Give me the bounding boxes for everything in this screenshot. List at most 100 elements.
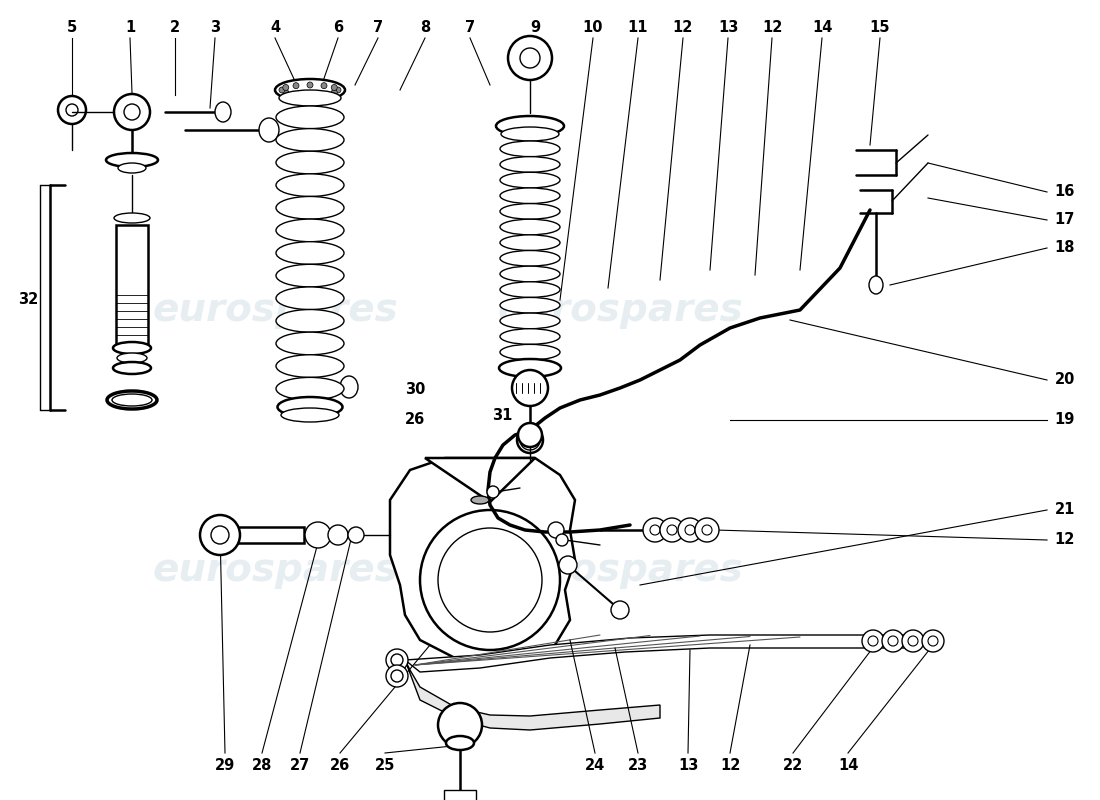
Circle shape [331,90,338,95]
Circle shape [902,630,924,652]
Text: 26: 26 [330,758,350,773]
Text: 8: 8 [420,21,430,35]
Text: 22: 22 [783,758,803,773]
Ellipse shape [305,522,331,548]
Circle shape [420,510,560,650]
Circle shape [660,518,684,542]
Circle shape [908,636,918,646]
Ellipse shape [500,219,560,235]
Ellipse shape [276,332,344,354]
Ellipse shape [500,282,560,298]
Circle shape [487,486,499,498]
Text: 9: 9 [530,21,540,35]
Text: 1: 1 [125,21,135,35]
Bar [444,790,476,800]
Ellipse shape [276,354,344,378]
Circle shape [283,85,289,90]
Ellipse shape [500,266,560,282]
Circle shape [888,636,898,646]
Text: 24: 24 [585,758,605,773]
Circle shape [685,525,695,535]
Text: 19: 19 [1055,413,1075,427]
Circle shape [321,91,327,98]
Polygon shape [405,660,660,730]
Circle shape [307,82,314,88]
Ellipse shape [499,359,561,377]
Circle shape [321,82,327,89]
Bar [232,527,304,543]
Ellipse shape [340,376,358,398]
Circle shape [862,630,884,652]
Text: 26: 26 [405,413,425,427]
Circle shape [678,518,702,542]
Circle shape [293,91,299,98]
Circle shape [438,703,482,747]
Circle shape [695,518,719,542]
Text: 14: 14 [838,758,858,773]
Ellipse shape [500,203,560,219]
Text: 5: 5 [67,21,77,35]
Text: 7: 7 [373,21,383,35]
Ellipse shape [348,527,364,543]
Ellipse shape [107,391,157,409]
Ellipse shape [500,344,560,360]
Circle shape [667,525,676,535]
Circle shape [518,423,542,447]
Text: 3: 3 [210,21,220,35]
Ellipse shape [276,219,344,242]
Ellipse shape [517,427,543,453]
Text: 12: 12 [719,758,740,773]
Text: 28: 28 [252,758,272,773]
Text: 21: 21 [1055,502,1075,518]
Ellipse shape [112,394,152,406]
Circle shape [650,525,660,535]
Text: 13: 13 [678,758,698,773]
Polygon shape [425,458,535,502]
Ellipse shape [276,151,344,174]
Ellipse shape [279,90,341,106]
Ellipse shape [276,310,344,332]
Ellipse shape [276,174,344,197]
Ellipse shape [869,276,883,294]
Circle shape [279,87,285,93]
Bar [116,225,148,345]
Text: 6: 6 [333,21,343,35]
Ellipse shape [276,106,344,129]
Ellipse shape [328,525,348,545]
Text: 12: 12 [673,21,693,35]
Circle shape [283,90,289,95]
Circle shape [508,36,552,80]
Circle shape [331,85,338,90]
Circle shape [868,636,878,646]
Circle shape [520,430,540,450]
Text: 13: 13 [718,21,738,35]
Ellipse shape [280,408,339,422]
Ellipse shape [276,242,344,264]
Text: 12: 12 [762,21,782,35]
Ellipse shape [276,287,344,310]
Circle shape [200,515,240,555]
Circle shape [58,96,86,124]
Ellipse shape [496,116,564,136]
Ellipse shape [277,397,342,417]
Ellipse shape [276,378,344,400]
Circle shape [882,630,904,652]
Text: 10: 10 [583,21,603,35]
Text: 4: 4 [270,21,280,35]
Text: 30: 30 [405,382,426,398]
Ellipse shape [500,250,560,266]
Text: 17: 17 [1055,213,1075,227]
Ellipse shape [106,153,158,167]
Ellipse shape [276,264,344,287]
Text: 20: 20 [1055,373,1075,387]
Circle shape [124,104,140,120]
Circle shape [66,104,78,116]
Text: 31: 31 [492,407,513,422]
Ellipse shape [500,298,560,313]
Circle shape [211,526,229,544]
Text: 11: 11 [628,21,648,35]
Ellipse shape [500,172,560,188]
Ellipse shape [500,127,559,141]
Text: 2: 2 [169,21,180,35]
Ellipse shape [276,197,344,219]
